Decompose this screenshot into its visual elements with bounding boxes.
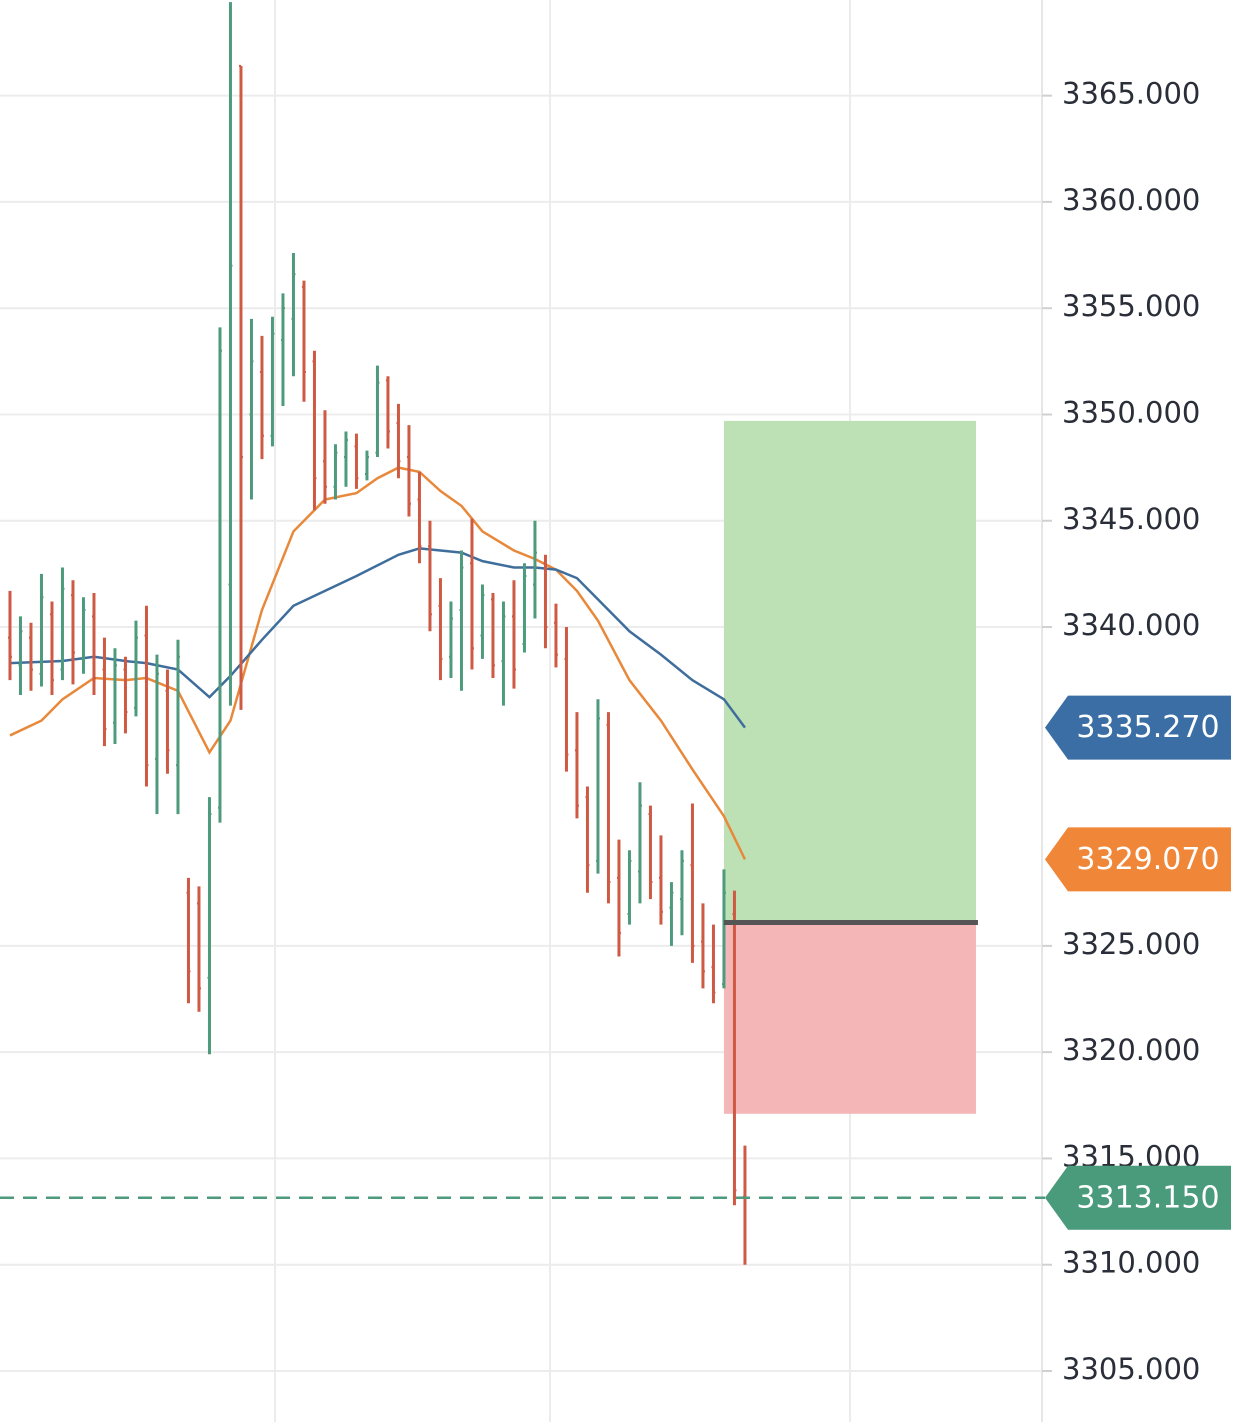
price-label-text: 3329.070 bbox=[1076, 842, 1219, 877]
y-tick-label: 3305.000 bbox=[1062, 1352, 1200, 1386]
y-tick-label: 3345.000 bbox=[1062, 502, 1200, 536]
moving-average-line bbox=[9, 466, 747, 860]
price-label-text: 3313.150 bbox=[1076, 1180, 1219, 1215]
price-label-box bbox=[1045, 827, 1231, 892]
profit-zone bbox=[723, 420, 976, 923]
y-tick-label: 3360.000 bbox=[1062, 183, 1200, 217]
loss-zone bbox=[723, 922, 976, 1114]
y-tick-label: 3340.000 bbox=[1062, 608, 1200, 642]
moving-average-line bbox=[9, 547, 746, 729]
y-tick-label: 3365.000 bbox=[1062, 77, 1200, 111]
y-tick-label: 3325.000 bbox=[1062, 927, 1200, 961]
y-tick-label: 3320.000 bbox=[1062, 1033, 1200, 1067]
y-tick-label: 3355.000 bbox=[1062, 289, 1200, 323]
y-tick-label: 3310.000 bbox=[1062, 1246, 1200, 1280]
y-tick-label: 3350.000 bbox=[1062, 395, 1200, 429]
price-label-box bbox=[1045, 695, 1231, 760]
price-label-box bbox=[1045, 1165, 1231, 1230]
price-label-text: 3335.270 bbox=[1076, 710, 1219, 745]
